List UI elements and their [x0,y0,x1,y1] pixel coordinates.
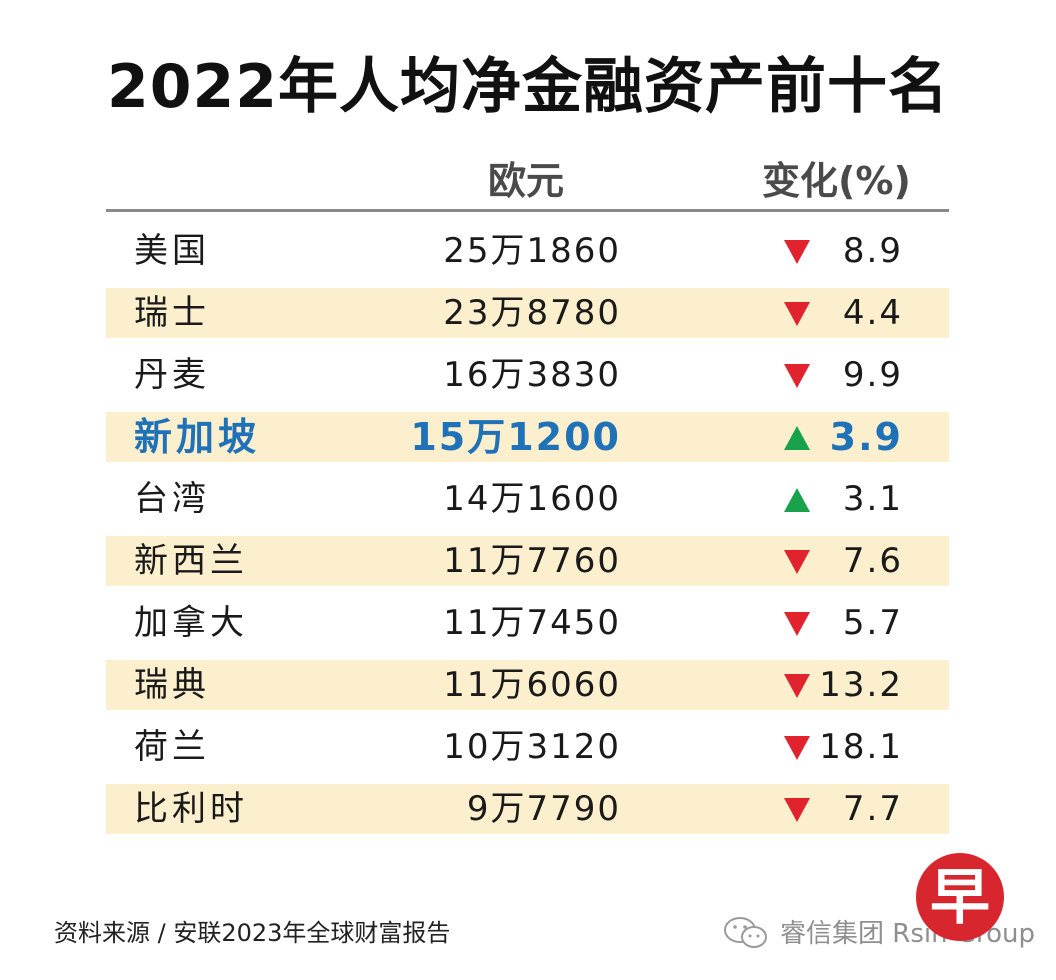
euro-value: 11万7760 [443,541,621,581]
header-divider [106,209,949,212]
change-percent: 3.9 [829,415,903,459]
country-label: 新西兰 [134,541,248,581]
wechat-icon [724,917,767,948]
change-percent: 7.7 [842,789,903,829]
up-arrow-icon [782,412,812,462]
down-arrow-icon [782,226,812,276]
down-arrow-icon [782,536,812,586]
down-arrow-icon [782,288,812,338]
ranking-table: 美国 25万1860 8.9 瑞士 23万8780 4.4 丹麦 16万3830 9.9 新加坡 1… [106,226,949,846]
country-label: 荷兰 [134,727,210,767]
country-label: 加拿大 [134,603,248,643]
down-arrow-icon [782,660,812,710]
euro-value: 11万6060 [443,665,621,705]
table-row: 美国 25万1860 8.9 [106,226,949,276]
euro-value: 25万1860 [443,231,621,271]
euro-value: 10万3120 [443,727,621,767]
chart-title: 2022年人均净金融资产前十名 [107,52,949,122]
euro-value: 11万7450 [443,603,621,643]
down-arrow-icon [782,350,812,400]
euro-value: 14万1600 [443,479,621,519]
euro-value: 23万8780 [443,293,621,333]
svg-text:早: 早 [930,863,990,933]
table-row: 荷兰 10万3120 18.1 [106,722,949,772]
euro-value: 9万7790 [466,789,621,829]
country-label: 台湾 [134,479,210,519]
country-label: 美国 [134,231,210,271]
euro-value: 15万1200 [410,415,621,459]
country-label: 比利时 [134,789,248,829]
country-label: 瑞士 [134,293,210,333]
table-row: 瑞典 11万6060 13.2 [106,660,949,710]
column-header-change: 变化(%) [762,159,911,203]
country-label: 丹麦 [134,355,210,395]
change-percent: 4.4 [842,293,903,333]
table-row: 新加坡 15万1200 3.9 [106,412,949,462]
table-row: 台湾 14万1600 3.1 [106,474,949,524]
source-note: 资料来源 / 安联2023年全球财富报告 [54,919,451,947]
table-row: 比利时 9万7790 7.7 [106,784,949,834]
zaobao-logo: 早 [916,853,1004,941]
country-label: 瑞典 [134,665,210,705]
change-percent: 13.2 [819,665,903,705]
column-header-euro: 欧元 [488,159,565,203]
down-arrow-icon [782,784,812,834]
change-percent: 9.9 [842,355,903,395]
change-percent: 8.9 [842,231,903,271]
change-percent: 18.1 [819,727,903,767]
change-percent: 7.6 [842,541,903,581]
table-row: 瑞士 23万8780 4.4 [106,288,949,338]
country-label: 新加坡 [134,415,261,459]
table-row: 加拿大 11万7450 5.7 [106,598,949,648]
change-percent: 5.7 [842,603,903,643]
up-arrow-icon [782,474,812,524]
table-row: 新西兰 11万7760 7.6 [106,536,949,586]
down-arrow-icon [782,598,812,648]
change-percent: 3.1 [842,479,903,519]
table-row: 丹麦 16万3830 9.9 [106,350,949,400]
euro-value: 16万3830 [443,355,621,395]
down-arrow-icon [782,722,812,772]
